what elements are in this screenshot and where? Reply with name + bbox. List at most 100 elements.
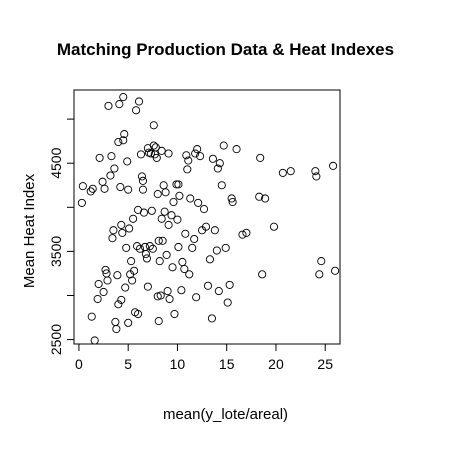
data-point: [172, 180, 181, 189]
data-point: [159, 181, 168, 190]
data-point: [127, 257, 136, 266]
data-point: [258, 270, 267, 279]
data-point: [95, 153, 104, 162]
data-point: [106, 171, 115, 180]
data-point: [145, 242, 154, 251]
data-point: [119, 136, 128, 145]
data-point: [116, 182, 125, 192]
data-point: [122, 243, 131, 252]
data-point: [113, 271, 122, 280]
data-point: [109, 226, 118, 235]
y-tick-label: 2500: [48, 324, 64, 355]
data-point: [101, 265, 110, 274]
y-axis-label: Mean Heat Index: [21, 173, 38, 289]
data-point: [278, 168, 287, 177]
data-point: [183, 165, 192, 174]
data-point: [87, 312, 96, 321]
data-point: [232, 145, 241, 154]
data-point: [114, 300, 123, 309]
data-point: [133, 242, 142, 251]
data-point: [199, 205, 209, 214]
data-point: [242, 228, 251, 237]
data-point: [90, 336, 99, 345]
x-tick-label: 20: [268, 356, 284, 372]
data-point: [117, 295, 126, 304]
data-point: [255, 192, 264, 201]
data-point: [170, 309, 179, 319]
data-point: [164, 220, 173, 229]
data-point: [227, 194, 236, 203]
data-point: [178, 257, 187, 267]
data-point: [180, 264, 189, 274]
data-point: [121, 283, 130, 292]
data-point: [164, 149, 173, 158]
data-point: [228, 197, 237, 207]
data-point: [118, 228, 127, 237]
x-tick-label: 15: [219, 356, 235, 372]
data-point: [125, 224, 134, 233]
data-point: [128, 276, 137, 285]
data-point: [173, 215, 182, 224]
data-point: [238, 230, 247, 239]
data-point: [138, 185, 148, 194]
data-point: [193, 145, 202, 154]
data-point: [205, 255, 215, 264]
data-point: [165, 294, 174, 304]
data-point: [137, 172, 147, 181]
data-point: [138, 176, 148, 185]
data-point: [184, 156, 193, 165]
data-point: [152, 153, 161, 162]
data-point: [149, 141, 158, 150]
data-point: [317, 257, 326, 266]
data-point: [88, 184, 97, 193]
data-point: [174, 180, 183, 189]
data-point: [158, 236, 167, 245]
data-point: [98, 177, 107, 186]
data-point: [146, 149, 155, 158]
data-point: [208, 154, 217, 163]
data-point: [111, 317, 120, 327]
x-tick-label: 25: [317, 356, 333, 372]
data-point: [154, 236, 163, 245]
data-point: [108, 234, 117, 243]
x-axis-label: mean(y_lote/areal): [162, 406, 289, 423]
data-point: [210, 226, 219, 235]
data-point: [151, 143, 160, 152]
data-point: [174, 242, 183, 252]
data-point: [148, 244, 157, 253]
data-point: [115, 100, 124, 109]
data-point: [141, 249, 150, 259]
chart-title: Matching Production Data & Heat Indexes: [56, 40, 395, 59]
data-point: [120, 130, 129, 139]
data-point: [219, 141, 228, 150]
data-point: [86, 187, 95, 196]
data-point: [312, 172, 321, 181]
x-tick-label: 10: [170, 356, 186, 372]
data-point: [129, 214, 138, 223]
data-point: [130, 266, 139, 275]
data-point: [110, 164, 119, 173]
data-point: [149, 121, 158, 130]
data-point: [77, 198, 86, 207]
data-point: [261, 194, 270, 203]
data-point: [181, 229, 190, 238]
data-point: [215, 159, 224, 168]
data-point: [107, 152, 116, 161]
data-point: [104, 101, 113, 110]
data-point: [157, 214, 166, 223]
data-point: [168, 263, 177, 272]
data-point: [213, 164, 222, 173]
data-point: [123, 157, 132, 166]
data-point: [269, 222, 279, 231]
data-point: [140, 242, 149, 252]
data-point: [223, 298, 232, 307]
data-point: [93, 294, 102, 304]
data-point: [225, 280, 234, 289]
data-point: [207, 314, 216, 323]
data-point: [99, 287, 108, 297]
data-point: [142, 254, 151, 263]
data-point: [217, 181, 226, 190]
data-point: [196, 152, 205, 161]
data-point: [139, 208, 148, 217]
